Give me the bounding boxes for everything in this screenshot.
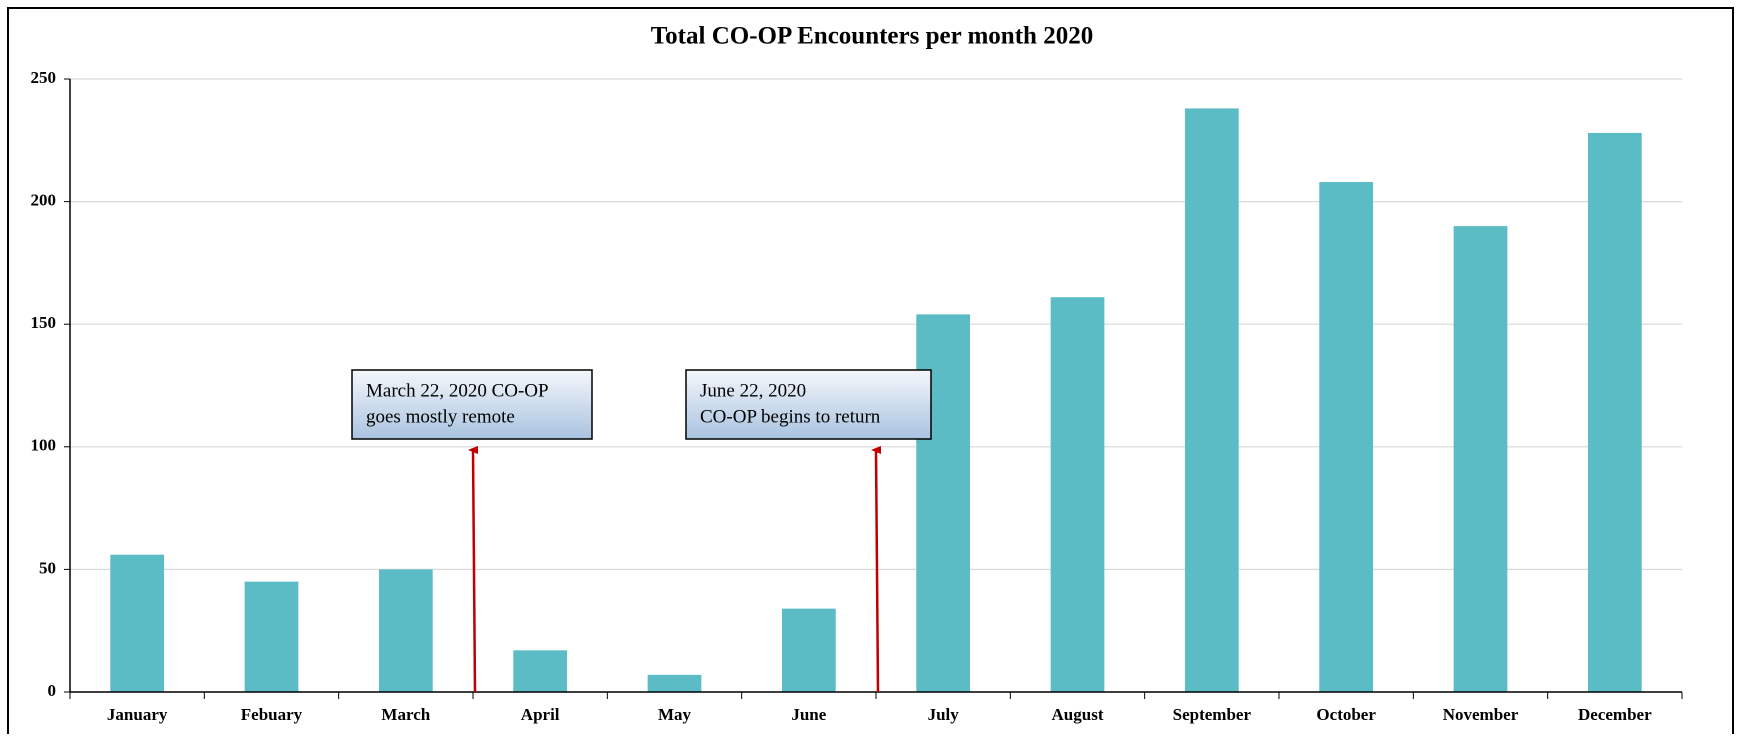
frame [7,7,1734,739]
x-tick-label: March [381,705,430,724]
x-tick-label: May [658,705,692,724]
x-tick-label: December [1578,705,1652,724]
y-tick-label: 200 [31,191,57,210]
annotation-text: goes mostly remote [366,406,515,427]
x-tick-label: August [1052,705,1104,724]
annotation-text: June 22, 2020 [700,380,806,401]
bar [1587,132,1642,693]
bar [1453,226,1508,692]
x-tick-label: November [1443,705,1519,724]
bar [513,650,568,692]
x-tick-label: July [928,705,960,724]
x-tick-label: October [1316,705,1376,724]
x-tick-label: Febuary [241,705,303,724]
bar [244,581,299,692]
annotation-box [685,369,932,440]
bar [378,569,433,692]
bar [110,554,165,692]
annotation-text: CO-OP begins to return [700,406,881,427]
bar [1319,181,1374,692]
x-tick-label: January [107,705,168,724]
chart-title: Total CO-OP Encounters per month 2020 [651,23,1093,50]
x-tick-label: June [791,705,826,724]
bar [1050,297,1105,692]
annotation-text: March 22, 2020 CO-OP [366,380,549,401]
bar [781,608,836,692]
x-tick-label: April [521,705,560,724]
y-tick-label: 250 [31,68,57,87]
bar [647,674,702,692]
x-tick-label: September [1173,705,1252,724]
bar [1184,108,1239,692]
annotation-arrow [468,445,479,693]
annotation-arrow [871,445,882,693]
y-tick-label: 0 [48,681,57,700]
y-tick-label: 100 [31,436,57,455]
y-tick-label: 50 [39,558,56,577]
annotation-box [351,369,593,440]
y-tick-label: 150 [31,313,57,332]
